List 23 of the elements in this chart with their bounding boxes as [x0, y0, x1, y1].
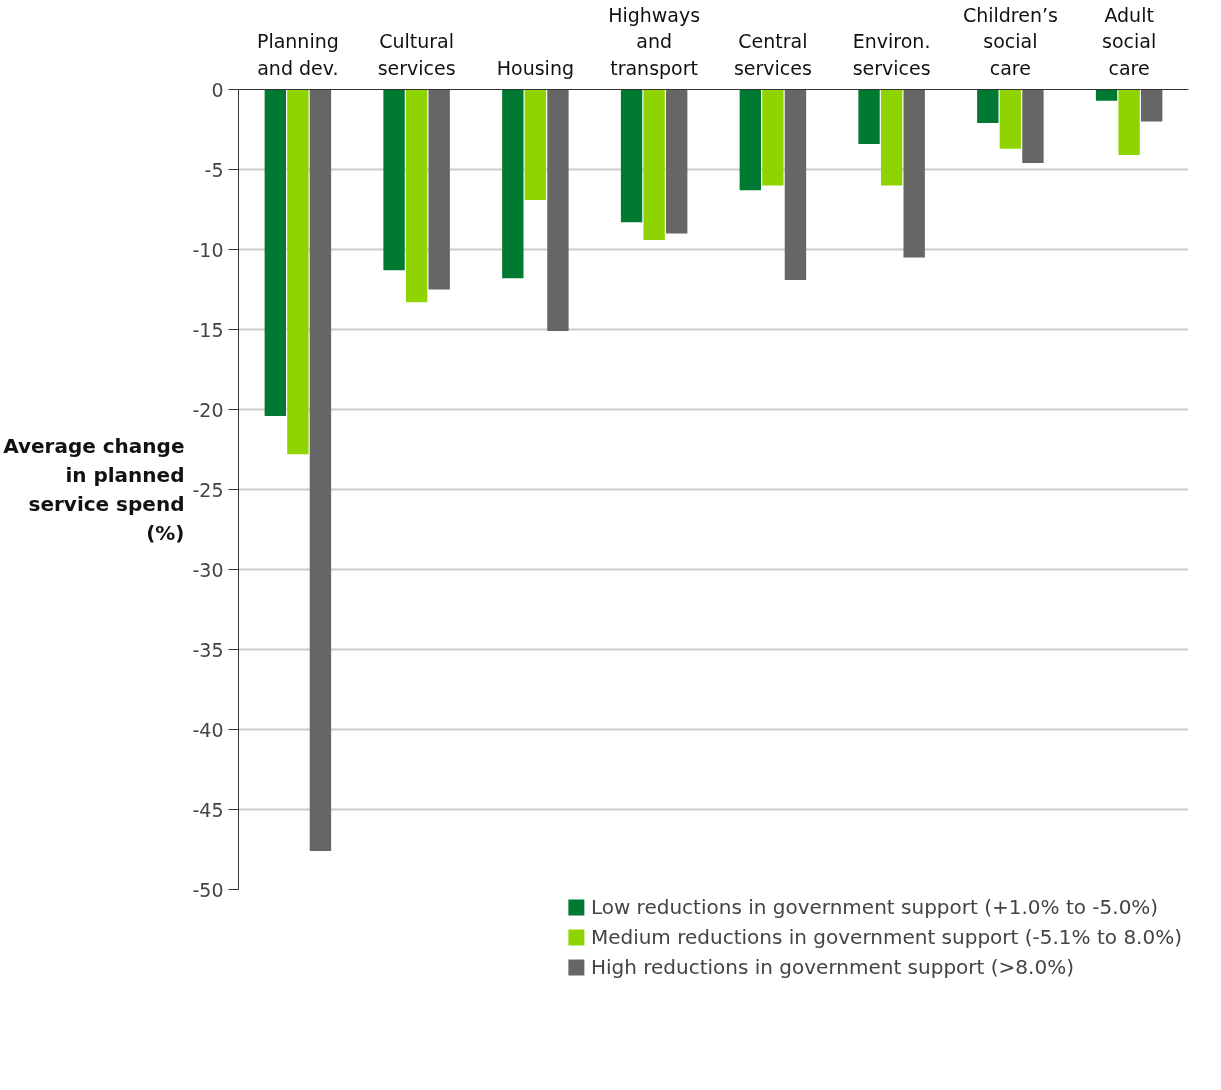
y-tick-label: 0	[211, 78, 224, 101]
legend-label: Low reductions in government support (+1.0% to -5.0%)	[590, 895, 1159, 919]
y-tick-label: -5	[204, 158, 224, 181]
x-tick-label: Children’s social care	[962, 3, 1058, 79]
y-tick-label: -20	[192, 398, 224, 421]
x-tick-label: Housing	[496, 56, 574, 79]
y-tick-label: -25	[192, 478, 224, 501]
y-tick-label: -10	[192, 238, 224, 261]
y-axis-title: Average change in planned service spend (%)	[3, 434, 185, 545]
x-tick-label: Environ. services	[852, 30, 931, 79]
y-tick-label: -40	[192, 718, 224, 741]
y-tick-label: -35	[192, 638, 224, 661]
x-tick-label: Highways and transport	[608, 3, 701, 79]
x-tick-label: Cultural services	[377, 30, 456, 79]
y-tick-label: -50	[192, 878, 224, 901]
legend-label: High reductions in government support (>8.0%)	[590, 955, 1074, 979]
y-tick-label: -15	[192, 318, 224, 341]
y-tick-label: -30	[192, 558, 224, 581]
x-tick-label: Adult social care	[1102, 3, 1157, 79]
x-tick-label: Central services	[733, 30, 812, 79]
legend-label: Medium reductions in government support (-5.1% to 8.0%)	[590, 925, 1182, 949]
x-tick-label: Planning and dev.	[256, 30, 339, 79]
y-tick-label: -45	[192, 798, 224, 821]
